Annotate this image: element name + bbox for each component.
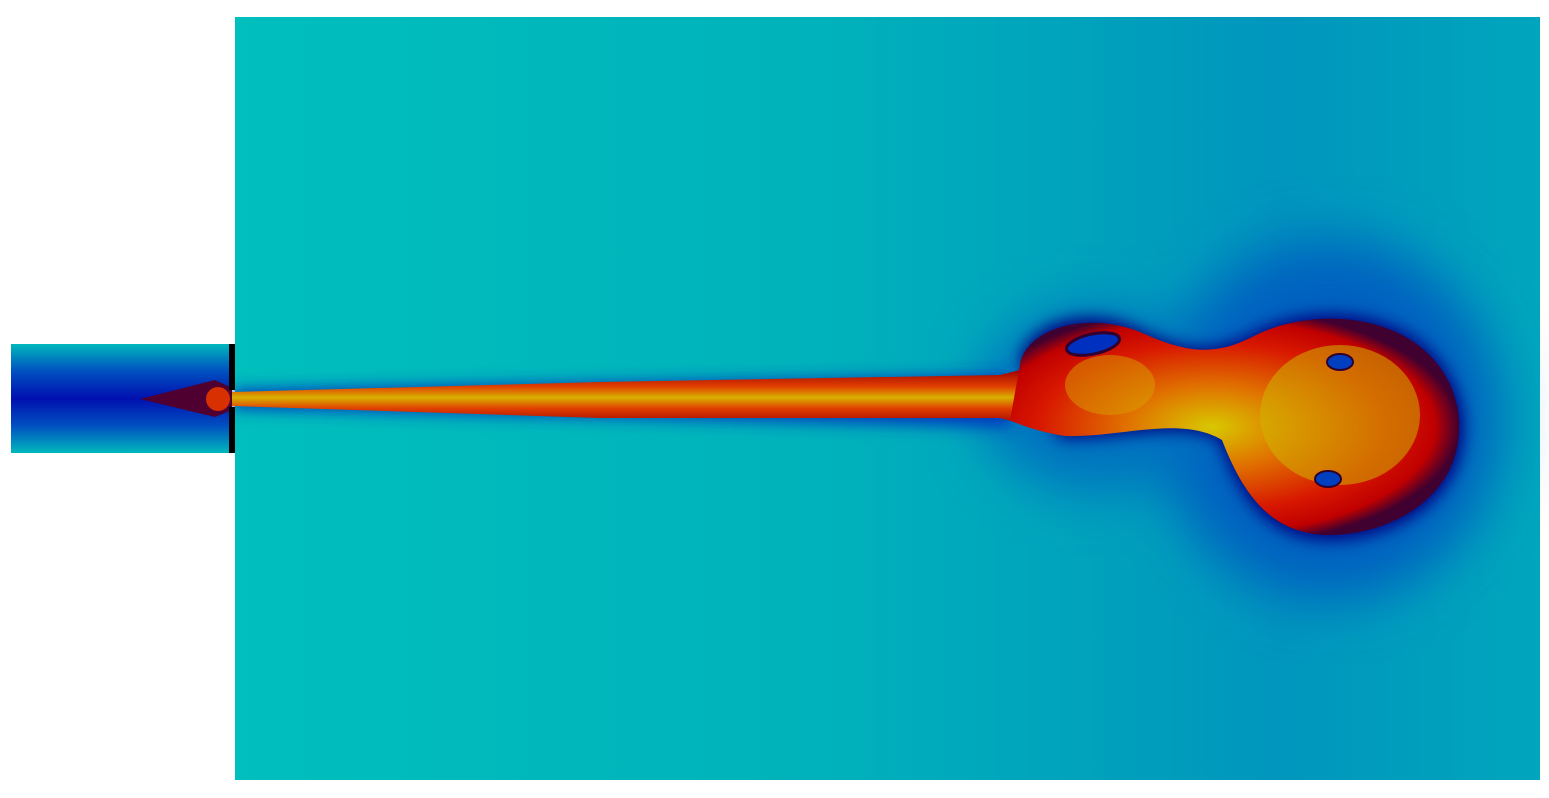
nozzle-core (140, 380, 232, 417)
jet (232, 370, 1025, 425)
eddy (1065, 331, 1121, 357)
wall (229, 407, 235, 453)
eddy (1314, 470, 1342, 488)
lobe-core (1065, 355, 1155, 415)
nozzle-tip (206, 387, 230, 411)
eddy (1326, 353, 1354, 371)
wall (229, 344, 235, 390)
head-core (1260, 345, 1420, 485)
